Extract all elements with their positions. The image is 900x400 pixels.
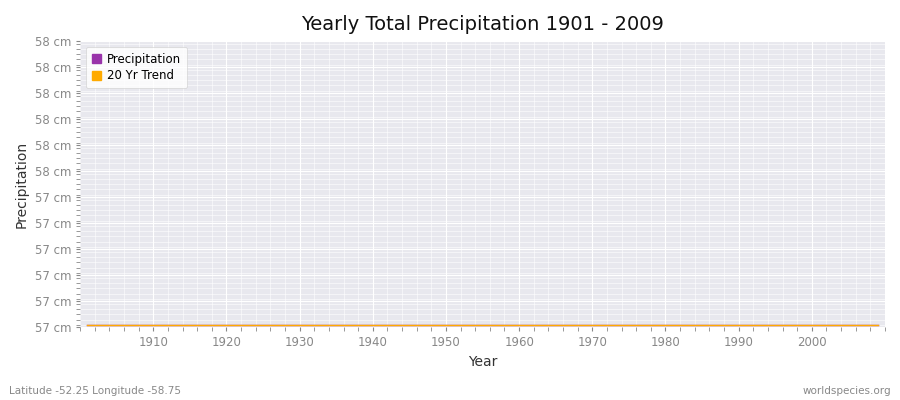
Y-axis label: Precipitation: Precipitation — [15, 141, 29, 228]
X-axis label: Year: Year — [468, 355, 497, 369]
Title: Yearly Total Precipitation 1901 - 2009: Yearly Total Precipitation 1901 - 2009 — [302, 15, 664, 34]
Legend: Precipitation, 20 Yr Trend: Precipitation, 20 Yr Trend — [86, 47, 187, 88]
Text: worldspecies.org: worldspecies.org — [803, 386, 891, 396]
Text: Latitude -52.25 Longitude -58.75: Latitude -52.25 Longitude -58.75 — [9, 386, 181, 396]
